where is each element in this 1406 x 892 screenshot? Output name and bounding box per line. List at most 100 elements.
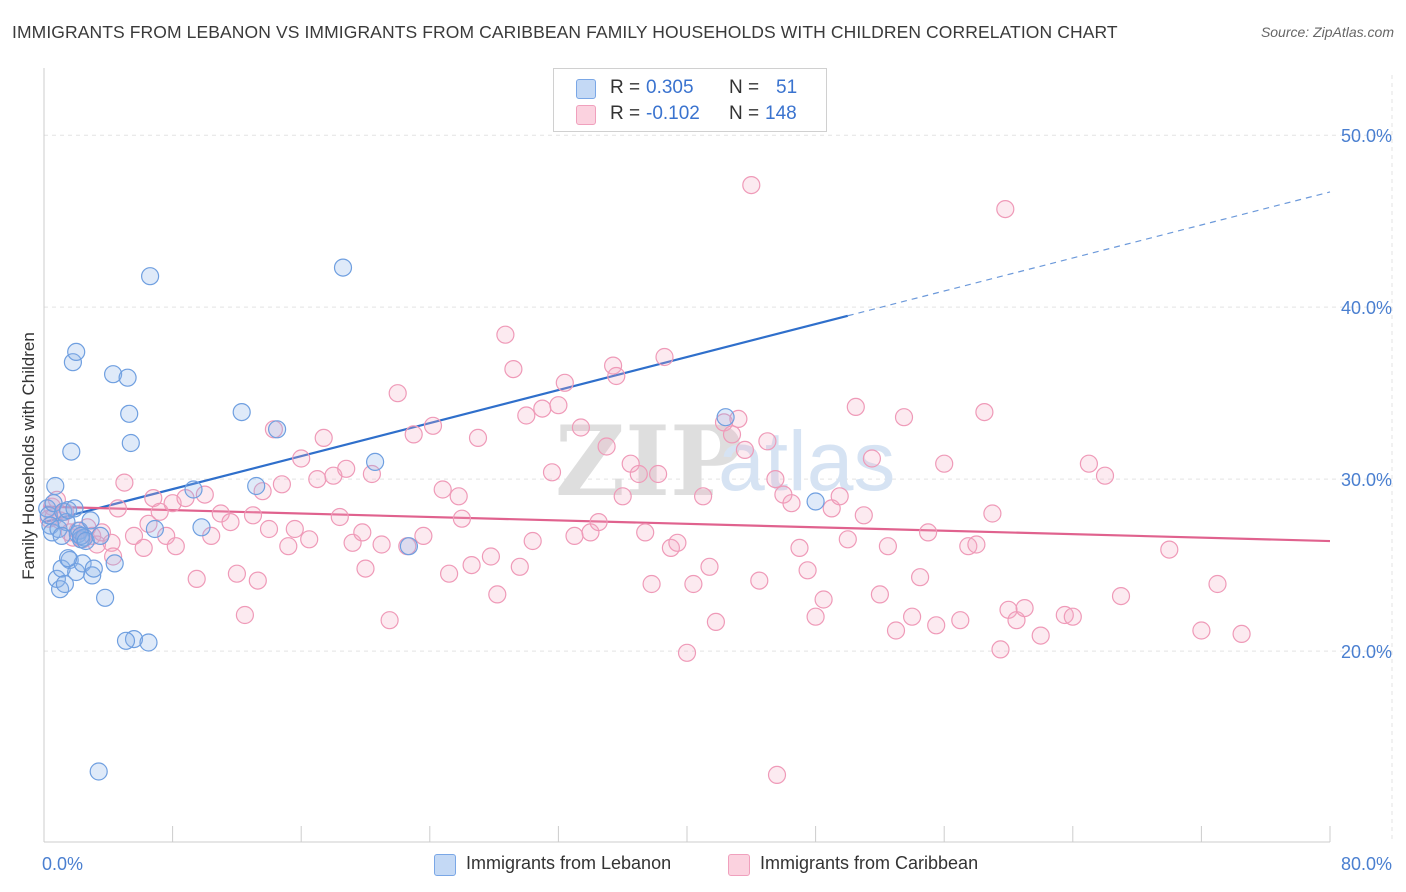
legend-n-value-caribbean: 148 xyxy=(765,103,797,124)
x-tick-label-max: 80.0% xyxy=(1341,854,1392,874)
point-caribbean xyxy=(1111,586,1131,606)
point-caribbean xyxy=(597,437,616,456)
point-caribbean xyxy=(414,526,433,546)
point-caribbean xyxy=(433,480,452,499)
tick-labels: 20.0% 30.0% 40.0% 50.0% 0.0% 80.0% xyxy=(42,126,1392,874)
point-caribbean xyxy=(462,555,481,575)
point-caribbean xyxy=(603,356,623,375)
point-caribbean xyxy=(449,487,468,506)
point-caribbean xyxy=(187,569,206,589)
point-caribbean xyxy=(983,504,1002,523)
point-lebanon xyxy=(139,633,158,652)
point-lebanon xyxy=(55,574,75,594)
point-caribbean xyxy=(115,473,134,492)
gridlines xyxy=(44,75,1393,842)
point-caribbean xyxy=(975,403,994,422)
legend-r-label: R = xyxy=(610,77,641,98)
point-lebanon xyxy=(366,452,385,471)
point-caribbean xyxy=(380,611,399,630)
point-lebanon xyxy=(84,559,103,578)
axes xyxy=(43,68,1331,843)
point-caribbean xyxy=(846,397,865,416)
point-lebanon xyxy=(95,588,115,607)
point-caribbean xyxy=(279,537,298,556)
source-label: Source: ZipAtlas.com xyxy=(1260,24,1394,40)
point-lebanon xyxy=(58,549,78,568)
point-caribbean xyxy=(1160,540,1179,559)
point-lebanon xyxy=(65,499,84,518)
point-lebanon xyxy=(83,566,102,585)
trend-lines xyxy=(43,191,1331,543)
point-caribbean xyxy=(353,523,372,542)
legend-n-label: N = xyxy=(729,103,760,124)
point-caribbean xyxy=(468,428,488,447)
point-lebanon xyxy=(103,365,123,384)
bottom-legend-label-caribbean: Immigrants from Caribbean xyxy=(760,853,979,873)
point-caribbean xyxy=(292,449,311,468)
point-caribbean xyxy=(108,499,128,518)
point-caribbean xyxy=(1095,466,1115,485)
point-caribbean xyxy=(684,574,703,594)
point-lebanon xyxy=(63,353,83,372)
point-caribbean xyxy=(221,512,240,532)
point-caribbean xyxy=(935,454,954,473)
point-caribbean xyxy=(517,406,536,425)
point-lebanon xyxy=(121,433,140,453)
point-caribbean xyxy=(549,396,568,415)
point-lebanon xyxy=(716,408,735,427)
legend-r-value-caribbean: -0.102 xyxy=(646,103,700,124)
point-caribbean xyxy=(798,561,817,580)
point-caribbean xyxy=(330,507,349,527)
point-caribbean xyxy=(542,463,562,482)
point-caribbean xyxy=(648,464,668,484)
point-lebanon xyxy=(105,554,124,573)
point-caribbean xyxy=(742,176,761,195)
point-caribbean xyxy=(589,512,608,532)
point-caribbean xyxy=(103,547,123,566)
point-caribbean xyxy=(766,470,785,489)
trend-line-caribbean xyxy=(43,505,1331,543)
legend-r-label: R = xyxy=(610,103,641,124)
correlation-legend: R = 0.305 N = 51 R = -0.102 N = 148 xyxy=(553,68,827,132)
point-lebanon xyxy=(192,518,211,537)
point-caribbean xyxy=(248,571,267,590)
point-caribbean xyxy=(806,607,825,626)
point-caribbean xyxy=(996,200,1015,219)
point-caribbean xyxy=(555,373,574,392)
point-caribbean xyxy=(496,325,515,344)
point-caribbean xyxy=(951,611,970,630)
point-caribbean xyxy=(790,538,809,558)
point-caribbean xyxy=(195,485,214,504)
x-tick-label-min: 0.0% xyxy=(42,854,83,874)
point-caribbean xyxy=(693,487,713,506)
point-caribbean xyxy=(404,425,423,444)
point-caribbean xyxy=(300,530,319,549)
point-caribbean xyxy=(523,531,542,551)
point-caribbean xyxy=(607,366,626,386)
y-tick-label: 20.0% xyxy=(1341,642,1392,662)
bottom-legend-swatch-caribbean xyxy=(728,854,750,876)
point-caribbean xyxy=(1079,454,1099,473)
point-caribbean xyxy=(504,360,523,379)
point-caribbean xyxy=(1031,626,1050,645)
point-caribbean xyxy=(967,535,986,554)
point-caribbean xyxy=(1232,624,1251,644)
trend-line-lebanon xyxy=(43,314,849,524)
point-caribbean xyxy=(337,459,356,478)
chart-title: IMMIGRANTS FROM LEBANON VS IMMIGRANTS FR… xyxy=(12,22,1118,42)
legend-n-label: N = xyxy=(729,77,760,98)
point-caribbean xyxy=(308,470,327,489)
point-caribbean xyxy=(894,408,914,427)
point-lebanon xyxy=(806,492,825,511)
point-caribbean xyxy=(613,487,632,506)
point-caribbean xyxy=(886,621,906,640)
point-lebanon xyxy=(399,537,418,556)
point-caribbean xyxy=(1192,621,1211,640)
point-caribbean xyxy=(102,533,121,552)
point-caribbean xyxy=(510,557,529,576)
point-caribbean xyxy=(918,523,938,542)
data-points xyxy=(38,176,1251,785)
point-caribbean xyxy=(750,571,769,590)
point-caribbean xyxy=(878,537,898,556)
